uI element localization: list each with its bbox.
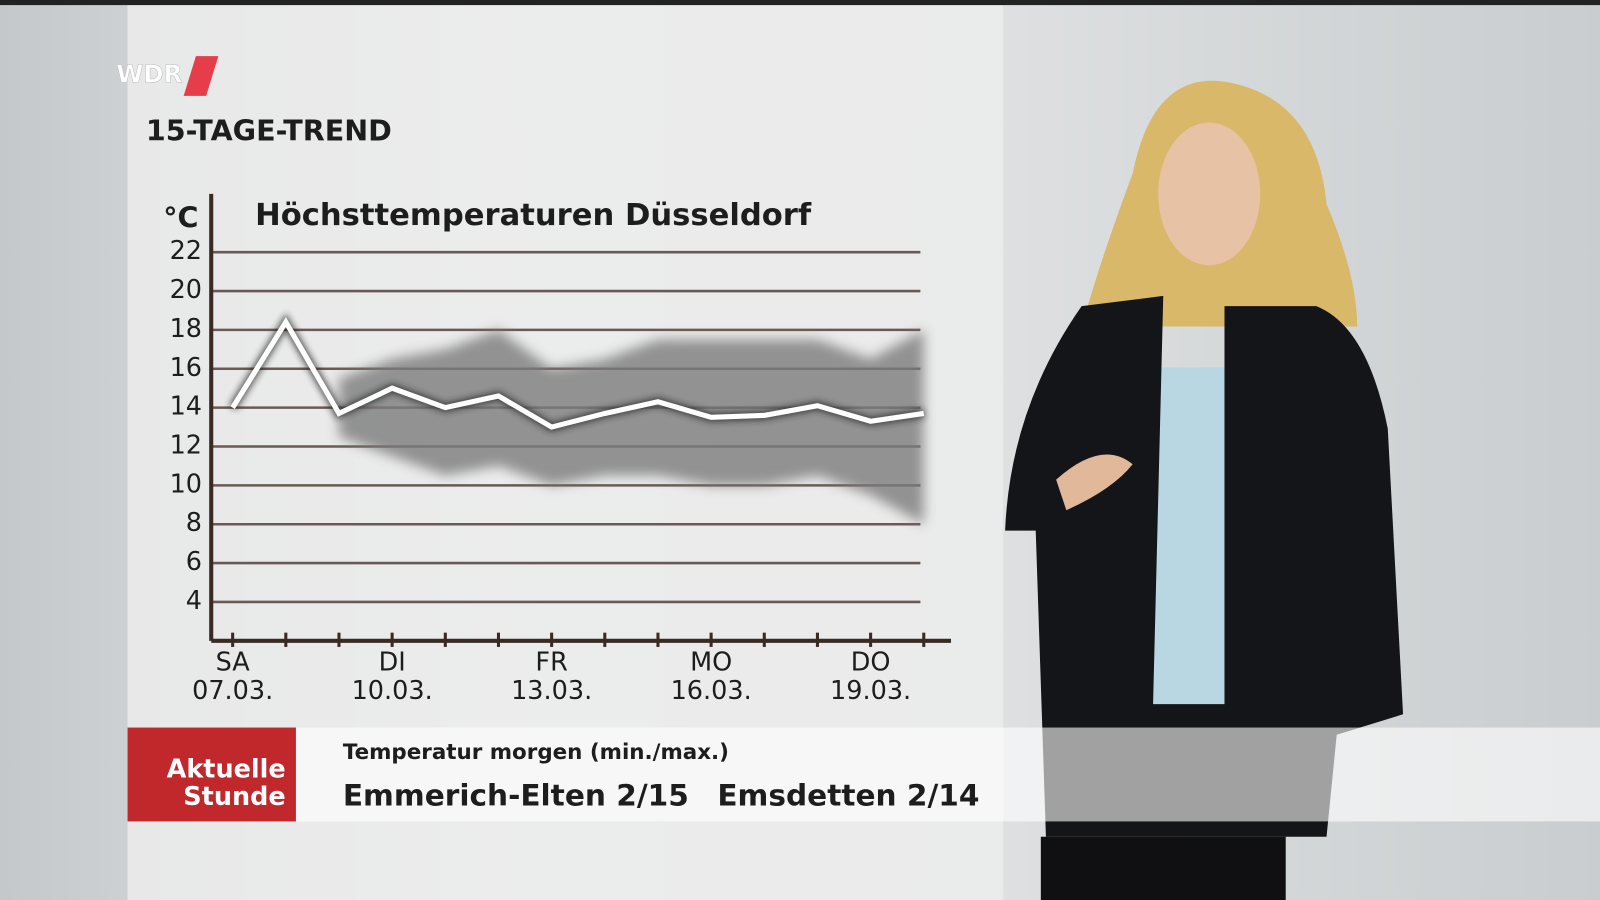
x-tick-label: MO: [690, 647, 732, 677]
ticker-caption: Temperatur morgen (min./max.): [343, 740, 729, 765]
y-tick-label: 22: [170, 236, 202, 266]
y-unit: °C: [163, 200, 198, 234]
y-tick-label: 18: [170, 314, 202, 344]
heading: 15-TAGE-TREND: [146, 114, 392, 148]
x-tick-label: DO: [851, 647, 891, 677]
program-box: [127, 727, 296, 822]
x-tick-label: SA: [216, 647, 251, 677]
y-tick-label: 6: [186, 547, 202, 577]
ticker-item: Emmerich-Elten 2/15: [343, 778, 689, 812]
temperature-line: [230, 317, 925, 430]
x-tick-label: 16.03.: [671, 676, 752, 706]
program-name: Stunde: [183, 782, 285, 812]
y-tick-label: 20: [170, 275, 202, 305]
x-tick-label: 10.03.: [352, 676, 433, 706]
logo: WDR: [116, 60, 182, 89]
y-tick-label: 10: [170, 469, 202, 499]
x-tick-label: 07.03.: [192, 676, 273, 706]
y-tick-label: 14: [170, 392, 202, 422]
ticker-bar: [127, 727, 1600, 822]
y-tick-label: 16: [170, 353, 202, 383]
ticker-item: Emsdetten 2/14: [717, 778, 979, 812]
x-tick-label: FR: [535, 647, 567, 677]
chart: Höchsttemperaturen Düsseldorf °C 4 6 8 10 12…: [163, 193, 952, 706]
top-border: [0, 0, 1600, 6]
uncertainty-band: [338, 329, 924, 525]
presenter: [1005, 80, 1404, 900]
y-tick-label: 8: [186, 508, 202, 538]
x-tick-label: 19.03.: [830, 676, 911, 706]
y-tick-label: 4: [186, 586, 202, 616]
y-tick-label: 12: [170, 430, 202, 460]
x-tick-label: DI: [379, 647, 406, 677]
x-tick-label: 13.03.: [511, 676, 592, 706]
program-name: Aktuelle: [167, 754, 286, 784]
chart-title: Höchsttemperaturen Düsseldorf: [255, 198, 812, 233]
logo-slash: [183, 56, 219, 96]
